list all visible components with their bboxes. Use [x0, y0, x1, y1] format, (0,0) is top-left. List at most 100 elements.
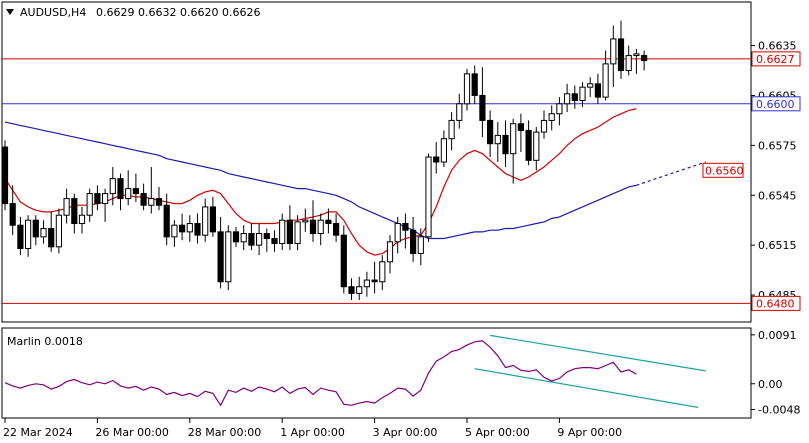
candle-body	[363, 279, 370, 288]
price-tick-label: 0.6545	[758, 189, 797, 202]
candle-body	[433, 156, 440, 163]
candle	[186, 215, 193, 242]
candle-body	[440, 138, 447, 163]
candle-body	[410, 229, 417, 254]
candle	[55, 208, 62, 254]
ma-blue-projection	[636, 161, 706, 186]
candle-body	[556, 103, 563, 115]
time-axis: 22 Mar 2024 26 Mar 00:00 28 Mar 00:00 1 Apr…	[3, 418, 622, 439]
marlin-panel-frame	[1, 327, 752, 419]
candle	[456, 93, 463, 129]
candle	[533, 127, 540, 171]
candle-body	[109, 178, 116, 195]
candle-body	[564, 93, 571, 105]
candle-body	[494, 134, 501, 145]
candle	[209, 196, 217, 237]
dropdown-triangle-icon[interactable]	[6, 9, 14, 15]
candle-body	[625, 55, 632, 72]
symbol-label: AUDUSD,H4	[20, 6, 86, 19]
candle	[502, 120, 509, 167]
candle-body	[286, 219, 293, 244]
marlin-line	[4, 340, 637, 407]
candle-body	[548, 113, 555, 121]
candle-body	[302, 219, 309, 223]
candle	[25, 215, 32, 257]
candle	[317, 213, 324, 246]
level-tag-box	[751, 96, 801, 112]
candle-body	[163, 204, 170, 238]
candle-body	[594, 83, 601, 98]
candle	[379, 255, 386, 291]
marlin-polyline	[4, 340, 637, 407]
candle-body	[633, 53, 640, 57]
candle	[325, 208, 332, 234]
candle	[510, 118, 517, 184]
candle-body	[232, 231, 240, 243]
candle-body	[463, 73, 471, 105]
candle-body	[209, 206, 217, 233]
candle	[94, 185, 101, 211]
chart-header[interactable]: AUDUSD,H4 0.6629 0.6632 0.6620 0.6626	[6, 6, 260, 19]
candle	[564, 83, 571, 113]
level-tags: 0.6627 0.6600 0.6480 0.6560	[702, 51, 801, 311]
candle	[579, 82, 586, 108]
candle	[256, 223, 263, 256]
candle	[225, 225, 232, 291]
candle	[386, 235, 394, 274]
candle	[32, 215, 39, 246]
candle-body	[171, 224, 178, 238]
candle	[294, 215, 301, 251]
candle-body	[571, 93, 578, 101]
candle-body	[55, 214, 62, 248]
candle-body	[71, 198, 78, 225]
candle	[155, 186, 163, 211]
candle-body	[17, 224, 24, 249]
candle	[17, 216, 24, 256]
candle	[117, 173, 124, 211]
marlin-panel: 0.0091 0.00 -0.0048 Marlin 0.0018	[1, 327, 800, 419]
candle	[356, 276, 363, 301]
candle-body	[155, 198, 163, 206]
candle	[394, 216, 401, 254]
candle-body	[248, 233, 255, 246]
candle-body	[394, 223, 401, 243]
candle	[140, 183, 147, 211]
candle-body	[9, 203, 16, 226]
candle-body	[356, 286, 363, 294]
candle-body	[471, 73, 478, 96]
candle	[440, 130, 447, 167]
candle	[263, 228, 270, 252]
candle-body	[225, 231, 232, 283]
time-tick-label: 5 Apr 00:00	[465, 426, 530, 439]
candle	[217, 216, 224, 289]
marlin-tick-label: 0.0091	[758, 329, 797, 342]
candle	[78, 206, 86, 234]
candle	[1, 140, 9, 211]
price-panel-frame	[1, 1, 752, 323]
candle	[425, 153, 432, 242]
candle-body	[202, 206, 209, 236]
candle	[402, 213, 409, 249]
candle	[194, 213, 201, 244]
candle-body	[117, 178, 124, 200]
candle	[587, 77, 594, 98]
candle-body	[641, 55, 648, 62]
candle	[525, 120, 532, 166]
marlin-title: Marlin 0.0018	[7, 335, 83, 348]
candle	[333, 213, 340, 242]
candle	[102, 188, 109, 222]
candle	[232, 226, 240, 247]
level-tag-box	[751, 295, 801, 311]
candle-body	[610, 38, 617, 65]
candle-body	[502, 134, 509, 155]
candle	[240, 225, 247, 251]
ohlc-values: 0.6629 0.6632 0.6620 0.6626	[96, 6, 260, 19]
candle	[479, 67, 486, 138]
candle	[371, 261, 378, 294]
candle-body	[40, 228, 47, 238]
candle-body	[271, 238, 278, 244]
candle-body	[186, 223, 193, 233]
candle	[132, 173, 140, 202]
